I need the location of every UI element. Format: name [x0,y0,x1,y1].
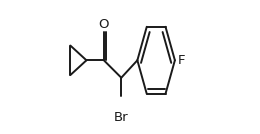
Text: O: O [99,18,109,31]
Text: Br: Br [114,111,129,124]
Text: F: F [178,54,185,67]
